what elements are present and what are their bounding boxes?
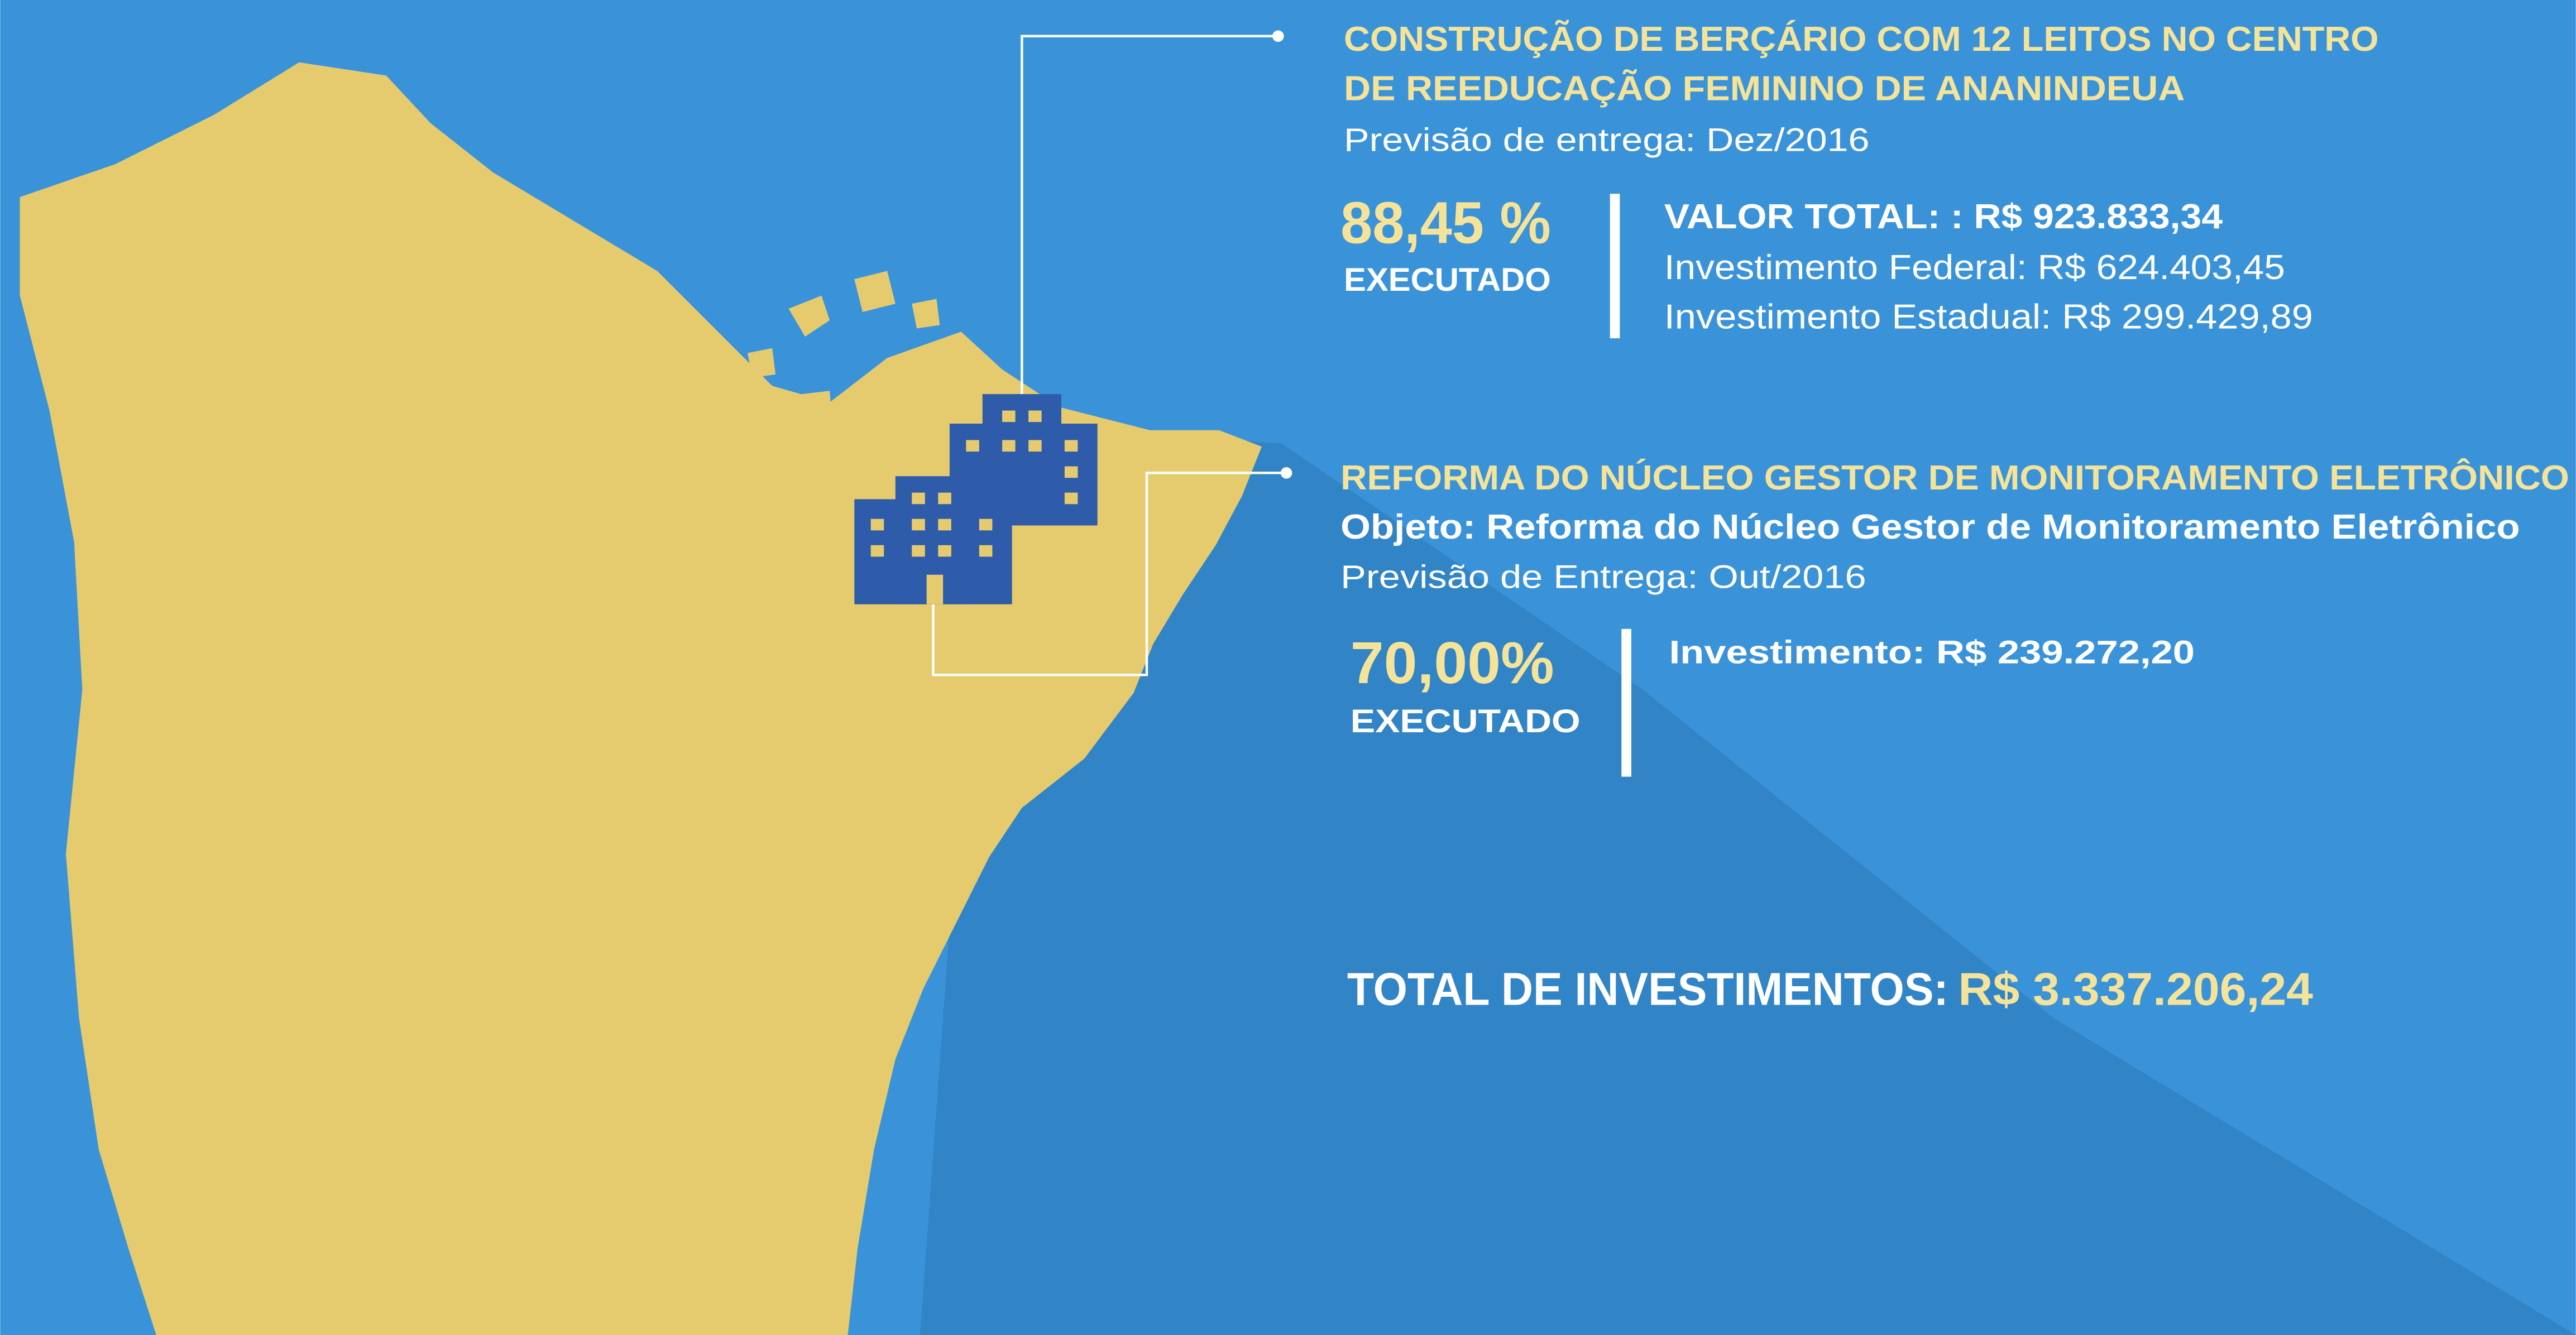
project-object: Objeto: Reforma do Núcleo Gestor de Moni… — [1340, 508, 2520, 546]
percent: 70,00% — [1351, 630, 1554, 696]
status: EXECUTADO — [1351, 703, 1581, 739]
island — [788, 295, 830, 337]
detail: Investimento Federal: R$ 624.403,45 — [1664, 248, 2285, 287]
separator — [1621, 628, 1631, 777]
connector — [1021, 35, 1279, 395]
total-value: Investimento: R$ 239.272,20 — [1669, 635, 2195, 671]
percent: 88,45 % — [1340, 190, 1551, 256]
channel — [772, 312, 855, 395]
separator — [1610, 194, 1620, 339]
island — [854, 271, 896, 313]
island — [802, 391, 832, 417]
connector-dot — [1280, 467, 1292, 479]
detail: Investimento Estadual: R$ 299.429,89 — [1664, 297, 2313, 336]
building-windows — [870, 410, 1078, 604]
project-title: REFORMA DO NÚCLEO GESTOR DE MONITORAMENT… — [1340, 459, 2569, 497]
summary-label: TOTAL DE INVESTIMENTOS: — [1347, 964, 1948, 1015]
connector — [932, 472, 1287, 676]
total-value: VALOR TOTAL: : R$ 923.833,34 — [1664, 198, 2223, 236]
island — [912, 299, 940, 329]
project-title: CONSTRUÇÃO DE BERÇÁRIO COM 12 LEITOS NO … — [1344, 20, 2379, 59]
map — [20, 62, 1262, 1335]
delivery-date: Previsão de entrega: Dez/2016 — [1344, 122, 1870, 159]
status: EXECUTADO — [1344, 262, 1551, 298]
delivery-date: Previsão de Entrega: Out/2016 — [1340, 559, 1866, 595]
project-title: DE REEDUCAÇÃO FEMININO DE ANANINDEUA — [1344, 69, 2185, 108]
shadow — [920, 426, 2576, 1335]
connector-dot — [1272, 30, 1284, 42]
island — [748, 348, 776, 378]
summary-value: R$ 3.337.206,24 — [1958, 964, 2313, 1015]
